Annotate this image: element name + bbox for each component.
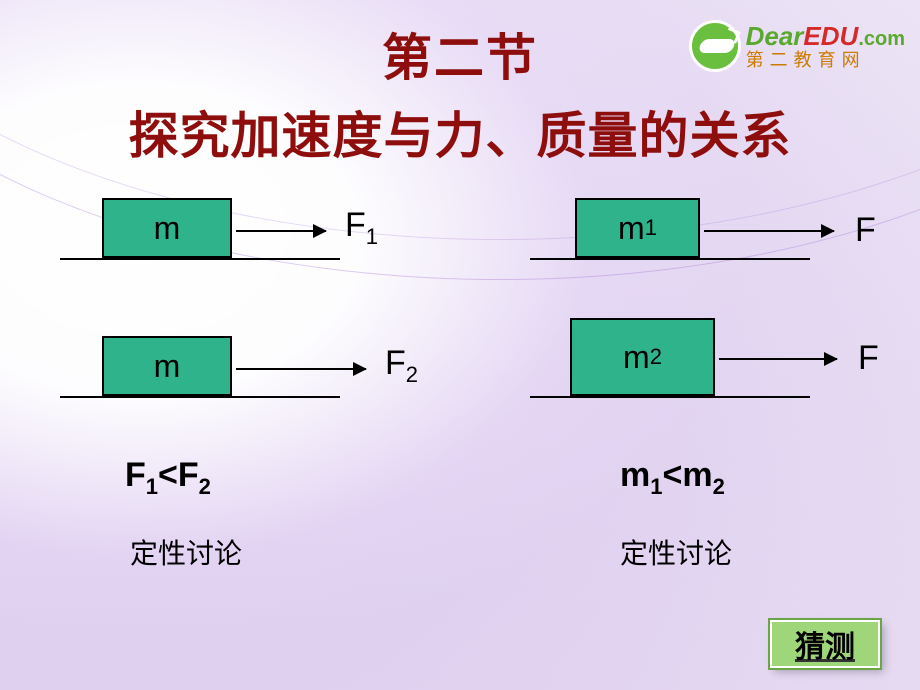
force-arrow: [236, 230, 326, 232]
discussion-label: 定性讨论: [30, 532, 420, 572]
diagram-row: m F1: [30, 180, 420, 290]
diagram-row: m F2: [30, 318, 420, 428]
logo-subtitle: 第二教育网: [746, 51, 905, 69]
surface-line: [530, 258, 810, 260]
force-arrow: [236, 368, 366, 370]
diagram-row: m2 F: [500, 318, 890, 428]
force-label: F1: [345, 206, 378, 250]
logo-word-dear: Dear: [746, 23, 804, 49]
relation-text: m1<m2: [500, 456, 890, 500]
guess-button[interactable]: 猜测: [770, 620, 880, 668]
mass-box: m1: [575, 198, 700, 258]
mass-box: m: [102, 336, 232, 396]
surface-line: [60, 396, 340, 398]
title-line-2: 探究加速度与力、质量的关系: [0, 96, 920, 168]
diagram-row: m1 F: [500, 180, 890, 290]
logo-word-edu: EDU: [803, 23, 858, 49]
diagrams-area: m F1 m F2 F1<F2 定性讨论 m1 Fm2 Fm1<m2 定性讨论: [0, 180, 920, 572]
force-label: F: [855, 211, 876, 250]
logo-word-com: .com: [858, 29, 905, 49]
force-label: F: [858, 339, 879, 378]
logo: Dear EDU .com 第二教育网: [689, 20, 905, 72]
force-arrow: [719, 358, 837, 360]
mass-box: m: [102, 198, 232, 258]
discussion-label: 定性讨论: [500, 532, 890, 572]
surface-line: [530, 396, 810, 398]
surface-line: [60, 258, 340, 260]
force-label: F2: [385, 344, 418, 388]
mass-box: m2: [570, 318, 715, 396]
force-arrow: [704, 230, 834, 232]
right-column: m1 Fm2 Fm1<m2 定性讨论: [500, 180, 890, 572]
left-column: m F1 m F2 F1<F2 定性讨论: [30, 180, 420, 572]
relation-text: F1<F2: [30, 456, 420, 500]
logo-badge-icon: [689, 20, 741, 72]
logo-text: Dear EDU .com 第二教育网: [746, 23, 905, 69]
guess-button-label: 猜测: [795, 622, 855, 666]
